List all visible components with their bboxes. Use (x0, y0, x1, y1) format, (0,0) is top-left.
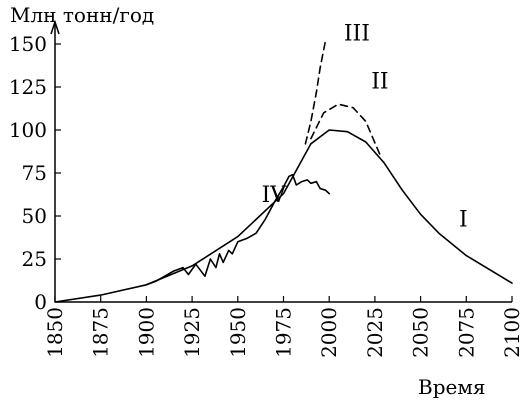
x-tick-label: 2075 (454, 307, 478, 358)
y-axis-title: Млн тонн/год (10, 3, 154, 27)
x-tick-label: 2025 (363, 307, 387, 358)
y-tick-label: 50 (22, 204, 47, 228)
x-tick-label: 1850 (43, 307, 67, 358)
y-tick-label: 25 (22, 247, 47, 271)
series-line-i (54, 129, 513, 303)
curve-label-iii: III (344, 22, 370, 47)
x-axis-title: Время (418, 375, 486, 399)
series-line-iv (145, 173, 331, 286)
y-tick-label: 0 (34, 290, 47, 314)
curve-label-iv: IV (262, 183, 288, 208)
x-tick-label: 1925 (180, 307, 204, 358)
y-tick-label: 150 (9, 32, 47, 56)
series-line-iii (304, 39, 327, 145)
curve-label-ii: II (371, 70, 388, 95)
x-tick-label: 1875 (89, 307, 113, 358)
series-line-ii (310, 103, 382, 157)
y-tick-label: 100 (9, 118, 47, 142)
x-tick-label: 1900 (134, 307, 158, 358)
x-tick-label: 1975 (272, 307, 296, 358)
series-layer (54, 39, 513, 303)
x-tick-label: 2050 (409, 307, 433, 358)
axes: 0 25 50 75 100 125 150 1850 1875 1900 1925 1950 1975… (9, 19, 524, 358)
curve-label-i: I (459, 207, 468, 232)
y-axis-arrow (50, 19, 60, 35)
y-tick-label: 75 (22, 161, 47, 185)
x-tick-label: 1950 (226, 307, 250, 358)
x-tick-label: 2000 (317, 307, 341, 358)
x-tick-label: 2100 (500, 307, 524, 358)
y-tick-label: 125 (9, 75, 47, 99)
